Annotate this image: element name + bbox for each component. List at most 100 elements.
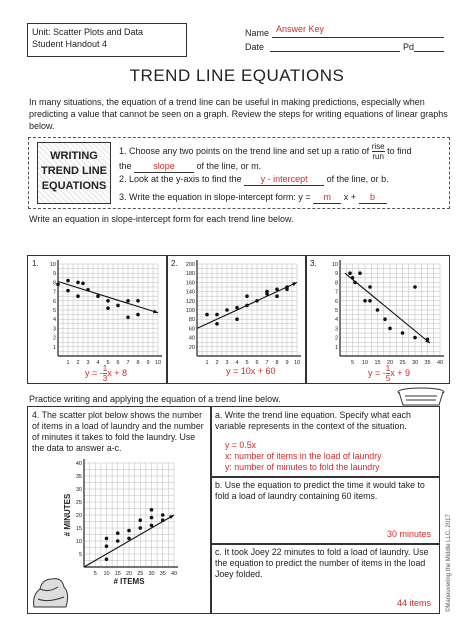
graph-3-point	[353, 280, 357, 285]
m-blank: m	[313, 192, 342, 204]
q4-point	[115, 531, 120, 535]
graph-3-point	[368, 299, 372, 303]
graph-2-chart: 2. 1 2 3 4 5 6 7 8 9 10 20 40 60 80 100 120 140 160 180 200	[171, 259, 301, 366]
q4-y-label: # MINUTES	[63, 493, 72, 536]
graph-3-point	[388, 326, 392, 331]
graph-1-frac-top: 1	[102, 364, 108, 374]
q4-x-tick: 15	[115, 571, 121, 577]
graph-2-point	[225, 308, 229, 312]
graph-1-x-tick: 7	[126, 360, 129, 366]
q4-x-tick: 30	[148, 571, 154, 577]
graph-3-frac-top: 1	[385, 364, 391, 374]
graph-1-y-tick: 4	[53, 317, 56, 323]
graph-3-x-tick: 5	[351, 360, 354, 366]
graph-2-point	[215, 322, 219, 326]
pd-field[interactable]	[414, 40, 444, 52]
graph-1-box: 1. 1 2 3 4 5 6 7 8 9 10 1 2 3 4 5 6 7 8 9 10	[27, 255, 168, 384]
graph-3-point	[368, 285, 372, 289]
qc-box: c. It took Joey 22 minutes to fold a loa…	[210, 543, 440, 614]
q4-point	[104, 557, 109, 561]
prompt-1: Write an equation in slope-intercept for…	[29, 214, 294, 224]
graph-1-point	[96, 294, 100, 298]
unit-line-1: Unit: Scatter Plots and Data	[32, 27, 144, 37]
graph-1-x-tick: 5	[106, 360, 109, 366]
graph-3-point	[400, 331, 405, 335]
q4-point	[127, 536, 131, 541]
graph-3-y-tick: 6	[335, 299, 338, 305]
graph-1-point	[86, 287, 90, 292]
graph-1-point	[126, 315, 130, 320]
qa-text: a. Write the trend line equation. Specif…	[215, 410, 411, 431]
graph-1-trend-line	[57, 280, 159, 314]
intro-paragraph: In many situations, the equation of a tr…	[29, 97, 448, 131]
graph-3-point	[350, 276, 355, 280]
graph-2-y-tick: 180	[186, 271, 195, 277]
graph-2-y-tick: 200	[186, 262, 195, 268]
q4-point	[160, 513, 165, 517]
q4-point	[149, 515, 154, 520]
graph-3-answer-post: x + 9	[390, 367, 410, 378]
graph-3-number: 3.	[310, 259, 317, 268]
copyright: ©Maneuvering the Middle LLC, 2017	[446, 514, 452, 612]
graph-2-y-tick: 80	[189, 317, 195, 323]
step-1-text-b: to find	[387, 145, 412, 156]
q4-point	[149, 523, 154, 528]
graph-1-y-tick: 9	[53, 271, 56, 277]
graph-2-point	[245, 294, 249, 298]
laundry-pile-icon	[33, 578, 69, 608]
graph-1-trend-arrow	[153, 309, 158, 314]
graph-1-x-tick: 9	[146, 360, 149, 366]
q4-y-tick: 40	[76, 461, 82, 467]
graph-1-point	[66, 278, 70, 283]
graph-3-x-tick: 20	[387, 360, 393, 366]
graph-2-point	[245, 303, 249, 308]
graph-3-chart: 3. 5 10 15 20 25 30 35 40 1 2 3 4 5 6 7 8 9 10	[310, 259, 444, 366]
rise-label: rise	[371, 142, 385, 152]
q4-text: 4. The scatter plot below shows the numb…	[32, 410, 204, 453]
graph-2-y-tick: 20	[189, 345, 195, 351]
writing-badge: WRITING TREND LINE EQUATIONS	[37, 142, 111, 204]
graph-3-point	[358, 271, 362, 275]
graph-1-point	[116, 303, 120, 308]
q4-x-tick: 25	[137, 571, 143, 577]
name-field[interactable]: Answer Key	[272, 24, 444, 38]
step-2-text: 2. Look at the y-axis to find the	[119, 174, 242, 184]
qa-answer-2: x: number of items in the load of laundr…	[225, 451, 382, 461]
graph-3-frac-bottom: 5	[385, 374, 391, 383]
intercept-blank: y - intercept	[244, 174, 325, 186]
step-1: 1. Choose any two points on the trend li…	[119, 142, 449, 173]
graph-3-y-tick: 7	[335, 290, 338, 296]
q4-x-tick: 10	[103, 571, 109, 577]
graph-3-y-tick: 1	[335, 345, 338, 351]
unit-line-2: Student Handout 4	[32, 39, 108, 49]
graph-2-y-tick: 40	[189, 336, 195, 342]
graph-1-x-tick: 10	[155, 360, 161, 366]
graph-1-answer-post: x + 8	[107, 367, 127, 378]
graph-1-number: 1.	[32, 259, 39, 268]
graph-2-y-tick: 120	[186, 299, 195, 305]
graph-3-y-tick: 2	[335, 336, 338, 342]
graph-1-frac-bottom: 3	[102, 374, 108, 383]
graph-1-point	[106, 299, 110, 303]
step-2-text-b: of the line, or b.	[326, 174, 389, 184]
step-1-text-c: the	[119, 161, 132, 171]
graph-1-point	[76, 294, 80, 298]
graph-3-y-tick: 4	[335, 317, 338, 323]
graph-1-x-tick: 4	[96, 360, 99, 366]
step-1-text-d: of the line, or m.	[196, 161, 262, 171]
graph-3-box: 3. 5 10 15 20 25 30 35 40 1 2 3 4 5 6 7 8 9 10	[305, 255, 450, 384]
date-field[interactable]	[270, 40, 400, 52]
graph-2-answer: y = 10x + 60	[226, 366, 276, 376]
graph-1-point	[106, 306, 110, 310]
writing-line-3: EQUATIONS	[41, 180, 107, 192]
graph-3-x-tick: 40	[437, 360, 443, 366]
q4-x-tick: 35	[160, 571, 166, 577]
graph-3-point	[348, 271, 352, 275]
graph-2-x-tick: 7	[265, 360, 268, 366]
graph-2-trend-arrow	[292, 282, 297, 287]
graph-1-point	[76, 280, 80, 285]
graph-1-answer-pre: y = -	[85, 367, 103, 378]
q4-y-tick: 35	[76, 474, 82, 480]
graph-1-y-tick: 10	[50, 262, 56, 268]
